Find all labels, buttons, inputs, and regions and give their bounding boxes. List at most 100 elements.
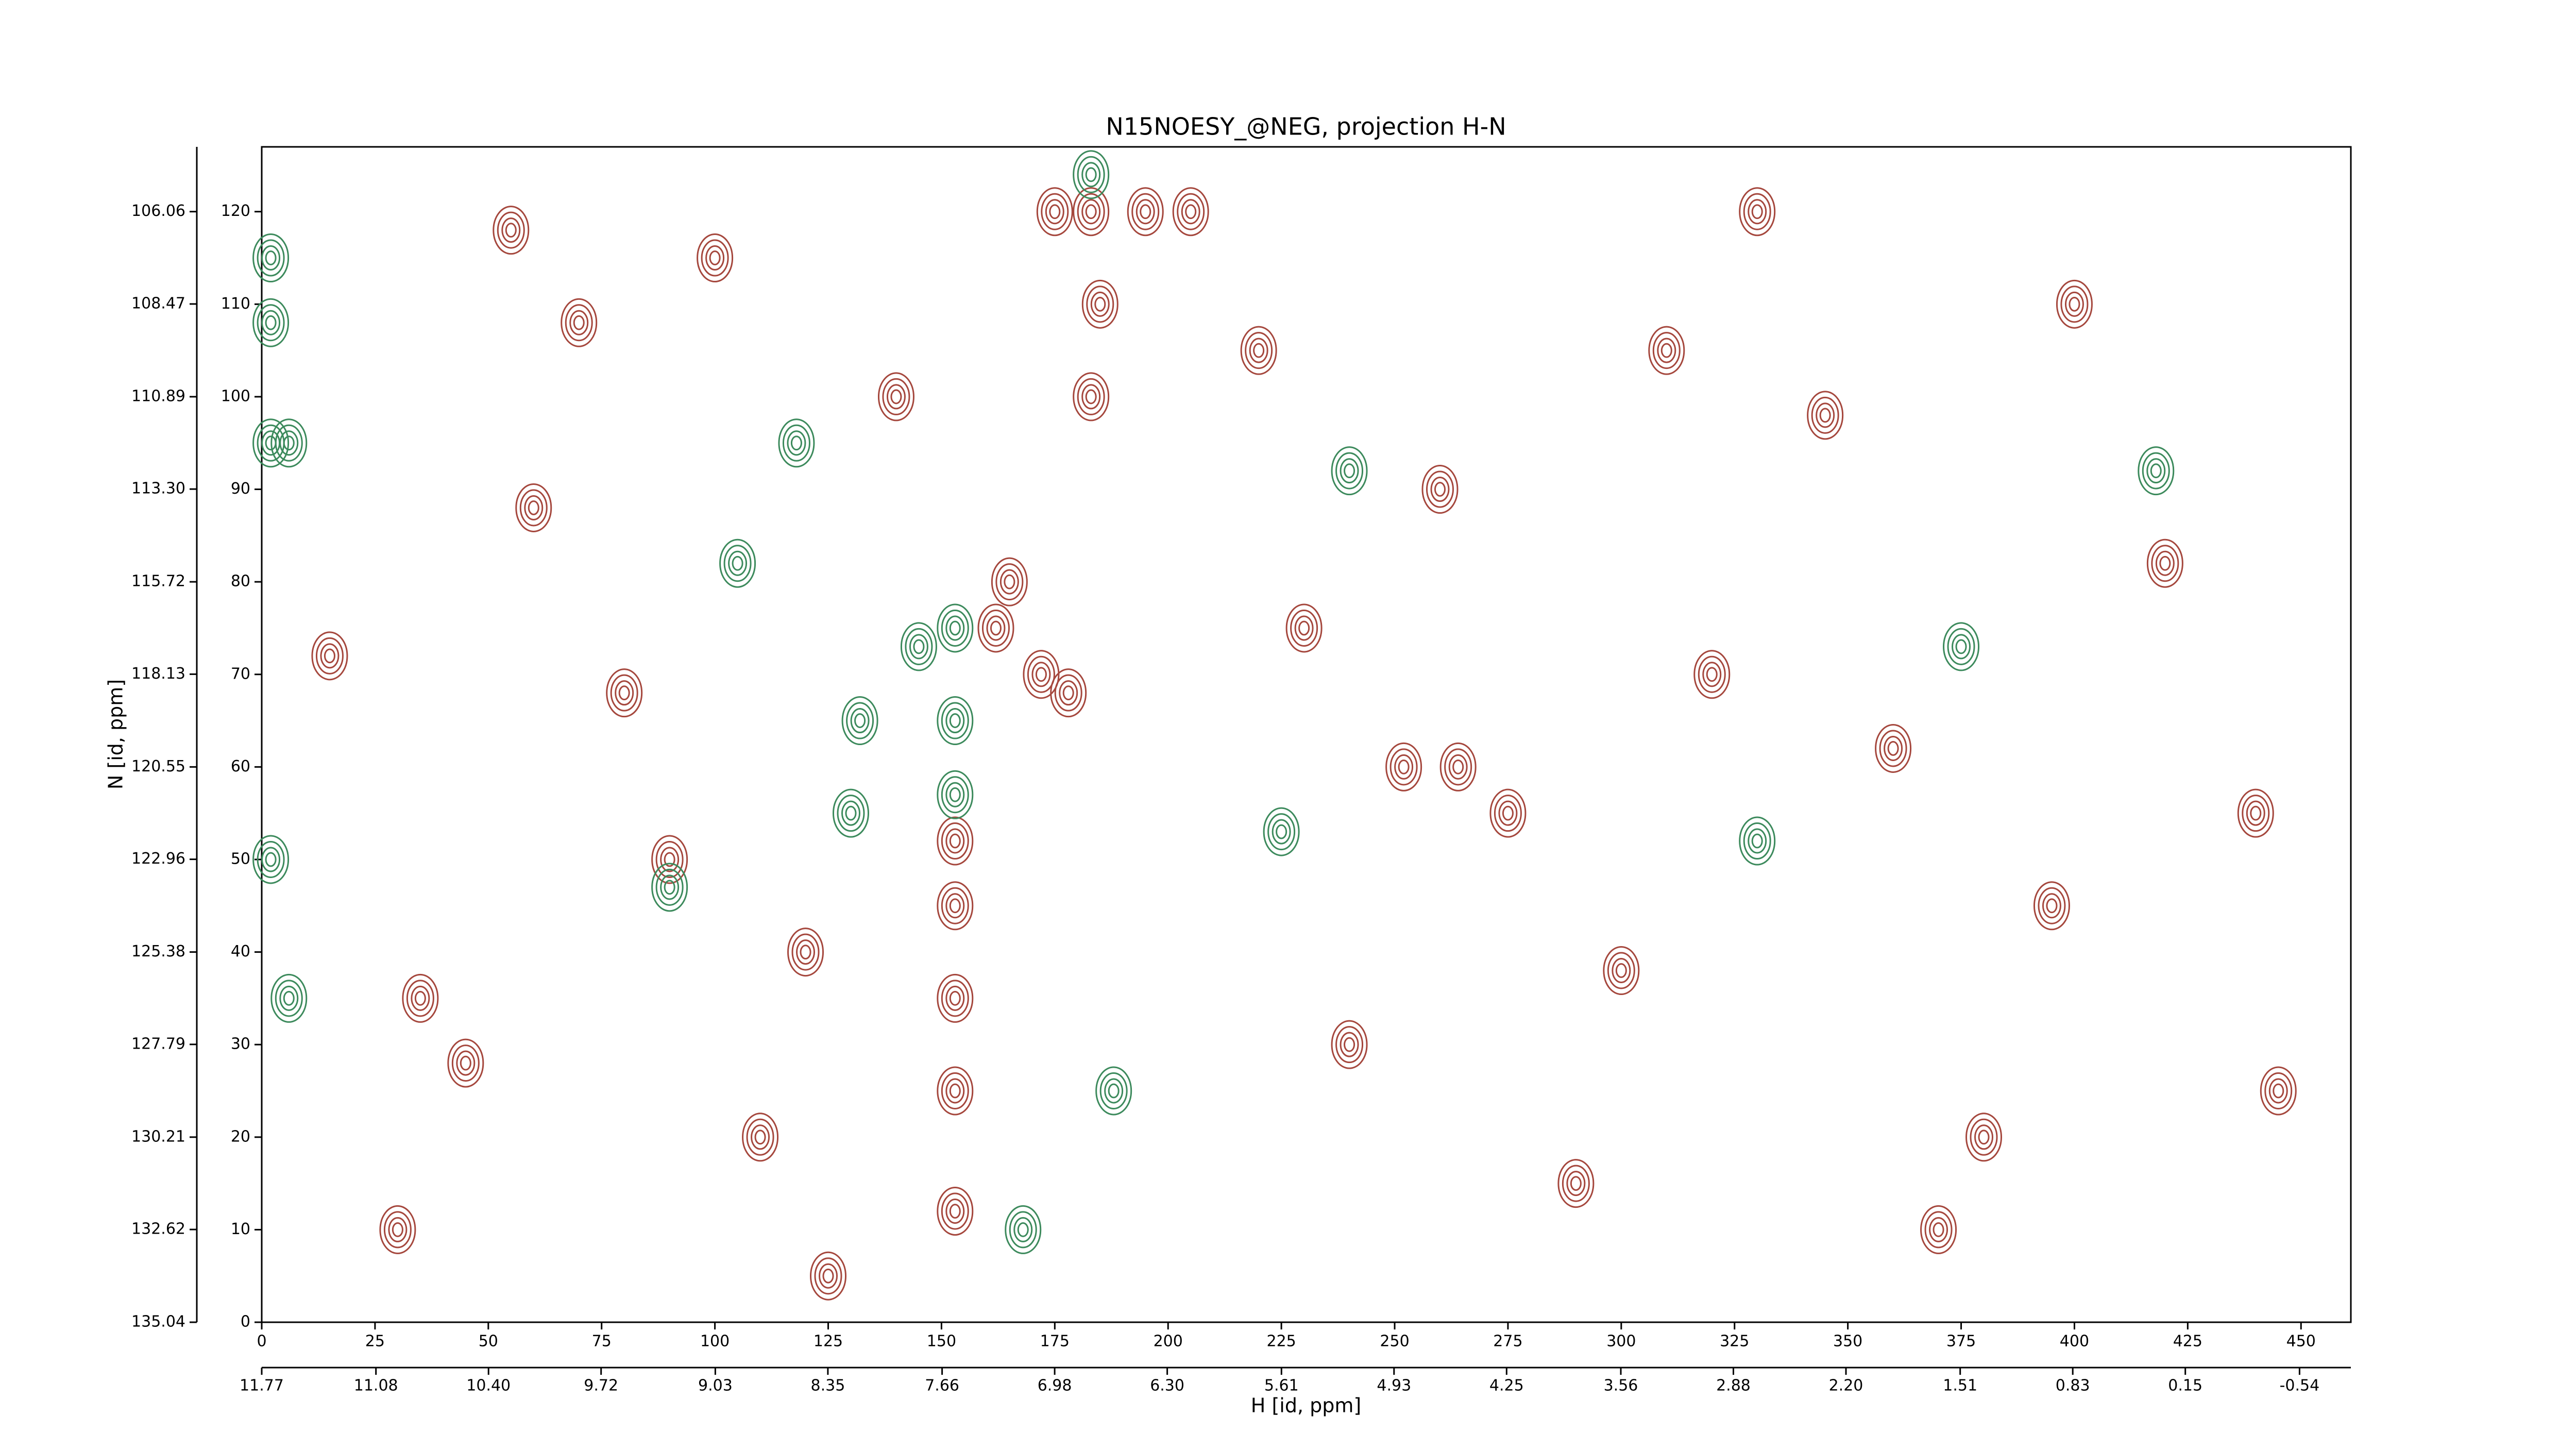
contour-ring — [790, 435, 802, 451]
contour-ring — [850, 708, 870, 734]
contour-ring — [1298, 620, 1310, 636]
contour-ring — [937, 881, 974, 931]
x-tick-label: 200 — [1154, 1333, 1183, 1351]
contour-ring — [1035, 667, 1047, 682]
y-tick-label: 30 — [231, 1035, 250, 1053]
contour-ring — [941, 980, 969, 1017]
y-tick-label: 110 — [221, 295, 250, 313]
contour-ring — [810, 1251, 847, 1301]
contour-ring — [751, 1124, 770, 1150]
contour-ring — [941, 702, 969, 739]
contour-ring — [279, 430, 299, 456]
contour-ring — [2146, 538, 2183, 588]
contour-ring — [1430, 477, 1450, 502]
contour-ring — [990, 620, 1002, 636]
contour-ring — [1036, 187, 1073, 237]
contour-ring — [1267, 813, 1296, 851]
contour-ring — [460, 1055, 471, 1071]
contour-ring — [664, 852, 675, 867]
contour-ring — [1660, 343, 1672, 358]
y-tick-label: 20 — [231, 1127, 250, 1145]
contour-ring — [1181, 199, 1200, 225]
contour-ring — [283, 435, 295, 451]
contour-ring — [1031, 662, 1051, 687]
ppm-x-tick-label: 4.25 — [1489, 1377, 1524, 1395]
contour-ring — [945, 782, 965, 807]
ppm-x-tick-label: 11.77 — [240, 1377, 284, 1395]
x-tick-label: 175 — [1040, 1333, 1070, 1351]
contour-ring — [705, 245, 725, 271]
contour-ring — [778, 418, 815, 468]
x-tick-label: 425 — [2173, 1333, 2202, 1351]
x-tick-label: 75 — [592, 1333, 612, 1351]
contour-ring — [945, 1198, 965, 1224]
contour-ring — [949, 990, 961, 1006]
contour-ring — [1434, 482, 1446, 497]
contour-ring — [655, 868, 684, 906]
contour-ring — [1073, 372, 1110, 422]
contour-ring — [782, 424, 810, 462]
contour-ring — [1448, 754, 1468, 780]
contour-ring — [1081, 279, 1118, 329]
contour-ring — [379, 1205, 416, 1254]
contour-ring — [618, 685, 630, 701]
contour-ring — [1086, 285, 1114, 323]
contour-ring — [945, 1078, 965, 1104]
y-tick-label: 40 — [231, 942, 250, 961]
contour-ring — [1009, 1211, 1037, 1249]
contour-ring — [252, 835, 290, 884]
contour-ring — [664, 880, 675, 895]
contour-ring — [986, 615, 1006, 641]
contour-ring — [728, 550, 748, 576]
contour-ring — [1615, 963, 1627, 978]
contour-ring — [1444, 748, 1472, 786]
ppm-x-tick-label: 2.20 — [1829, 1377, 1863, 1395]
contour-ring — [388, 1217, 408, 1242]
contour-ring — [283, 990, 295, 1006]
contour-ring — [279, 985, 299, 1011]
contour-ring — [1502, 805, 1514, 821]
contour-ring — [311, 631, 348, 681]
contour-ring — [1819, 408, 1831, 423]
contour-ring — [1974, 1124, 1994, 1150]
contour-ring — [1340, 1032, 1359, 1057]
contour-ring — [791, 933, 820, 971]
contour-ring — [569, 310, 589, 335]
contour-ring — [257, 304, 285, 342]
contour-ring — [1929, 1217, 1948, 1242]
contour-ring — [742, 1113, 779, 1162]
contour-ring — [1698, 655, 1726, 693]
contour-ring — [1452, 759, 1464, 774]
contour-ring — [2159, 555, 2171, 571]
contour-ring — [2142, 452, 2170, 490]
contour-ring — [1085, 204, 1097, 220]
contour-ring — [913, 639, 925, 654]
contour-ring — [1562, 1165, 1590, 1202]
contour-ring — [1924, 1211, 1953, 1249]
contour-ring — [1085, 167, 1097, 182]
y-tick-label: 100 — [221, 387, 250, 405]
contour-ring — [882, 378, 910, 415]
ppm-y-tick-label: 115.72 — [131, 572, 185, 591]
contour-ring — [265, 852, 277, 867]
contour-ring — [528, 500, 539, 515]
contour-ring — [937, 1186, 974, 1236]
ppm-x-tick-label: 0.15 — [2168, 1377, 2202, 1395]
contour-ring — [1085, 389, 1097, 405]
contour-ring — [324, 648, 335, 664]
x-tick-label: 125 — [814, 1333, 843, 1351]
contour-ring — [1394, 754, 1414, 780]
contour-ring — [610, 674, 638, 712]
x-tick-label: 450 — [2286, 1333, 2316, 1351]
contour-ring — [909, 634, 928, 660]
contour-ring — [1884, 735, 1903, 761]
contour-ring — [949, 1083, 961, 1099]
contour-ring — [1004, 574, 1015, 589]
contour-ring — [1050, 668, 1087, 718]
contour-ring — [995, 563, 1024, 601]
ppm-y-tick-label: 113.30 — [131, 480, 185, 498]
contour-ring — [1340, 458, 1359, 484]
ppm-y-tick-label: 132.62 — [131, 1220, 185, 1238]
contour-ring — [1344, 1037, 1355, 1052]
